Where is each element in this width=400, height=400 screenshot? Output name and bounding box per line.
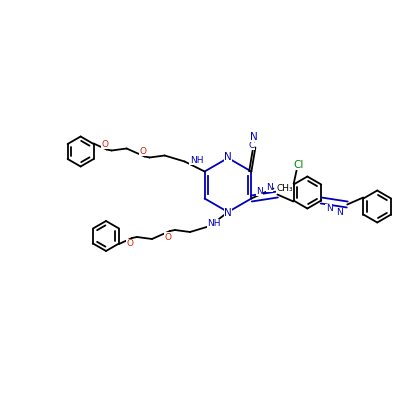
Text: Cl: Cl xyxy=(293,160,304,170)
Text: CH₃: CH₃ xyxy=(276,184,293,193)
Text: N: N xyxy=(250,132,257,142)
Text: N: N xyxy=(224,152,232,162)
Text: N: N xyxy=(266,183,273,192)
Text: N: N xyxy=(256,187,263,196)
Text: O: O xyxy=(139,147,146,156)
Text: N: N xyxy=(224,208,232,218)
Text: N: N xyxy=(336,208,343,217)
Text: N: N xyxy=(326,204,333,213)
Text: NH: NH xyxy=(207,220,221,228)
Text: NH: NH xyxy=(190,156,203,165)
Text: O: O xyxy=(126,240,134,248)
Text: O: O xyxy=(164,232,172,242)
Text: C: C xyxy=(248,141,254,150)
Text: O: O xyxy=(101,140,108,149)
